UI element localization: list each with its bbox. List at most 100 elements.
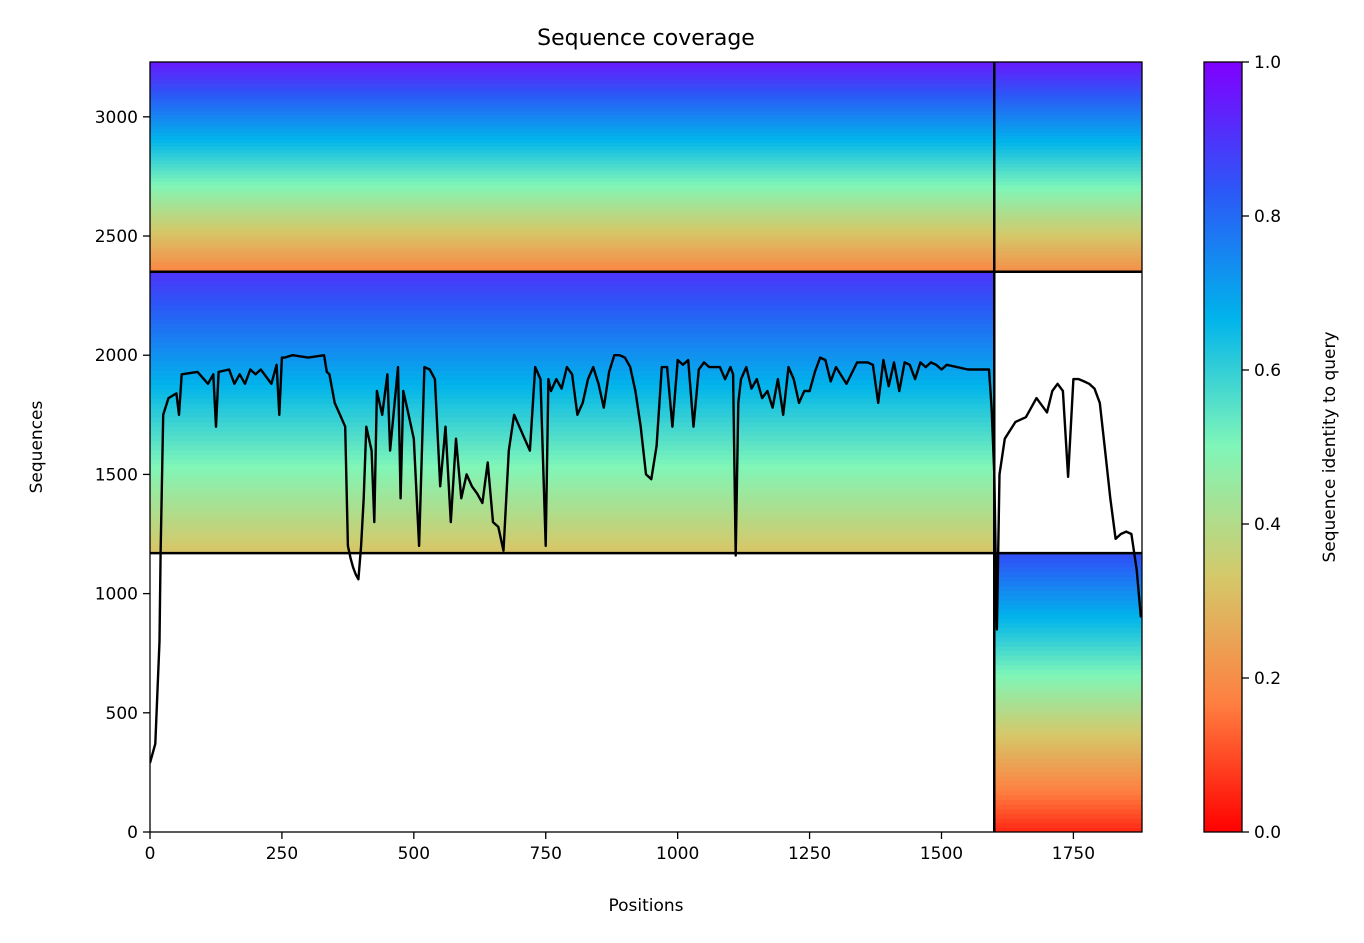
coverage-band — [150, 482, 995, 489]
coverage-band — [994, 757, 1142, 763]
coverage-band — [994, 205, 1142, 210]
coverage-band — [994, 748, 1142, 754]
coverage-band — [150, 173, 995, 178]
coverage-band — [150, 131, 995, 137]
coverage-band — [150, 240, 995, 245]
coverage-band — [150, 337, 995, 343]
coverage-band — [150, 332, 995, 339]
colorbar-gradient — [1203, 61, 1243, 833]
coverage-band — [994, 201, 1142, 206]
coverage-band — [994, 82, 1142, 88]
coverage-band — [150, 86, 995, 91]
coverage-band — [150, 398, 995, 404]
coverage-block — [994, 62, 1142, 273]
coverage-band — [994, 650, 1142, 656]
coverage-band — [150, 285, 995, 292]
coverage-band — [994, 697, 1142, 703]
coverage-band — [994, 711, 1142, 717]
coverage-band — [994, 219, 1142, 224]
coverage-band — [150, 79, 995, 84]
coverage-band — [150, 412, 995, 418]
x-tick-label: 500 — [398, 844, 430, 864]
coverage-band — [994, 752, 1142, 759]
coverage-band — [994, 594, 1142, 601]
coverage-band — [994, 818, 1142, 824]
coverage-band — [150, 407, 995, 414]
coverage-band — [150, 543, 995, 549]
coverage-band — [994, 762, 1142, 768]
coverage-band — [150, 229, 995, 234]
coverage-band — [994, 780, 1142, 787]
coverage-band — [150, 72, 995, 77]
coverage-band — [150, 468, 995, 474]
x-tick-label: 0 — [145, 844, 156, 864]
x-axis-label: Positions — [608, 896, 683, 916]
coverage-band — [994, 785, 1142, 791]
coverage-band — [150, 473, 995, 479]
x-tick-label: 1750 — [1052, 844, 1095, 864]
coverage-band — [150, 440, 995, 446]
coverage-band — [994, 145, 1142, 151]
coverage-band — [150, 121, 995, 126]
coverage-band — [994, 194, 1142, 199]
coverage-band — [150, 295, 995, 301]
coverage-band — [994, 264, 1142, 269]
coverage-band — [994, 240, 1142, 245]
y-tick-label: 2500 — [95, 227, 138, 247]
coverage-band — [150, 309, 995, 315]
coverage-band — [150, 187, 995, 192]
coverage-band — [150, 257, 995, 262]
coverage-band — [994, 212, 1142, 217]
coverage-band — [150, 247, 995, 252]
y-tick-label: 2000 — [95, 346, 138, 366]
coverage-band — [150, 342, 995, 348]
coverage-band — [994, 79, 1142, 84]
coverage-band — [994, 655, 1142, 661]
coverage-band — [994, 590, 1142, 596]
coverage-band — [150, 219, 995, 224]
coverage-band — [994, 687, 1142, 694]
coverage-blocks — [150, 62, 1142, 832]
coverage-band — [150, 212, 995, 217]
coverage-band — [150, 149, 995, 154]
x-tick-label: 750 — [530, 844, 562, 864]
coverage-band — [994, 135, 1142, 140]
coverage-band — [994, 65, 1142, 70]
coverage-band — [994, 243, 1142, 248]
coverage-band — [994, 673, 1142, 680]
coverage-band — [150, 268, 995, 273]
coverage-band — [150, 529, 995, 535]
coverage-band — [150, 445, 995, 451]
coverage-band — [150, 65, 995, 70]
plot-frame — [149, 61, 1143, 833]
coverage-band — [994, 804, 1142, 810]
coverage-band — [994, 110, 1142, 116]
coverage-band — [150, 346, 995, 353]
coverage-band — [994, 75, 1142, 81]
coverage-band — [150, 135, 995, 140]
coverage-band — [150, 250, 995, 255]
coverage-band — [150, 510, 995, 517]
coverage-band — [150, 328, 995, 334]
coverage-band — [994, 664, 1142, 670]
coverage-band — [150, 393, 995, 399]
coverage-band — [994, 128, 1142, 133]
coverage-band — [994, 646, 1142, 652]
coverage-band — [150, 356, 995, 362]
coverage-band — [994, 163, 1142, 168]
coverage-band — [150, 464, 995, 470]
coverage-band — [994, 62, 1142, 67]
coverage-band — [994, 180, 1142, 185]
coverage-band — [994, 743, 1142, 749]
coverage-band — [994, 790, 1142, 796]
coverage-band — [994, 159, 1142, 164]
colorbar-tick-label: 0.2 — [1254, 669, 1281, 689]
x-tick-label: 1500 — [920, 844, 963, 864]
coverage-band — [150, 492, 995, 498]
coverage-band — [994, 706, 1142, 712]
coverage-band — [994, 808, 1142, 815]
coverage-band — [150, 96, 995, 102]
coverage-band — [150, 226, 995, 231]
coverage-band — [150, 478, 995, 484]
y-axis: 0 500 1000 1500 2000 2500 3000 — [95, 108, 150, 843]
